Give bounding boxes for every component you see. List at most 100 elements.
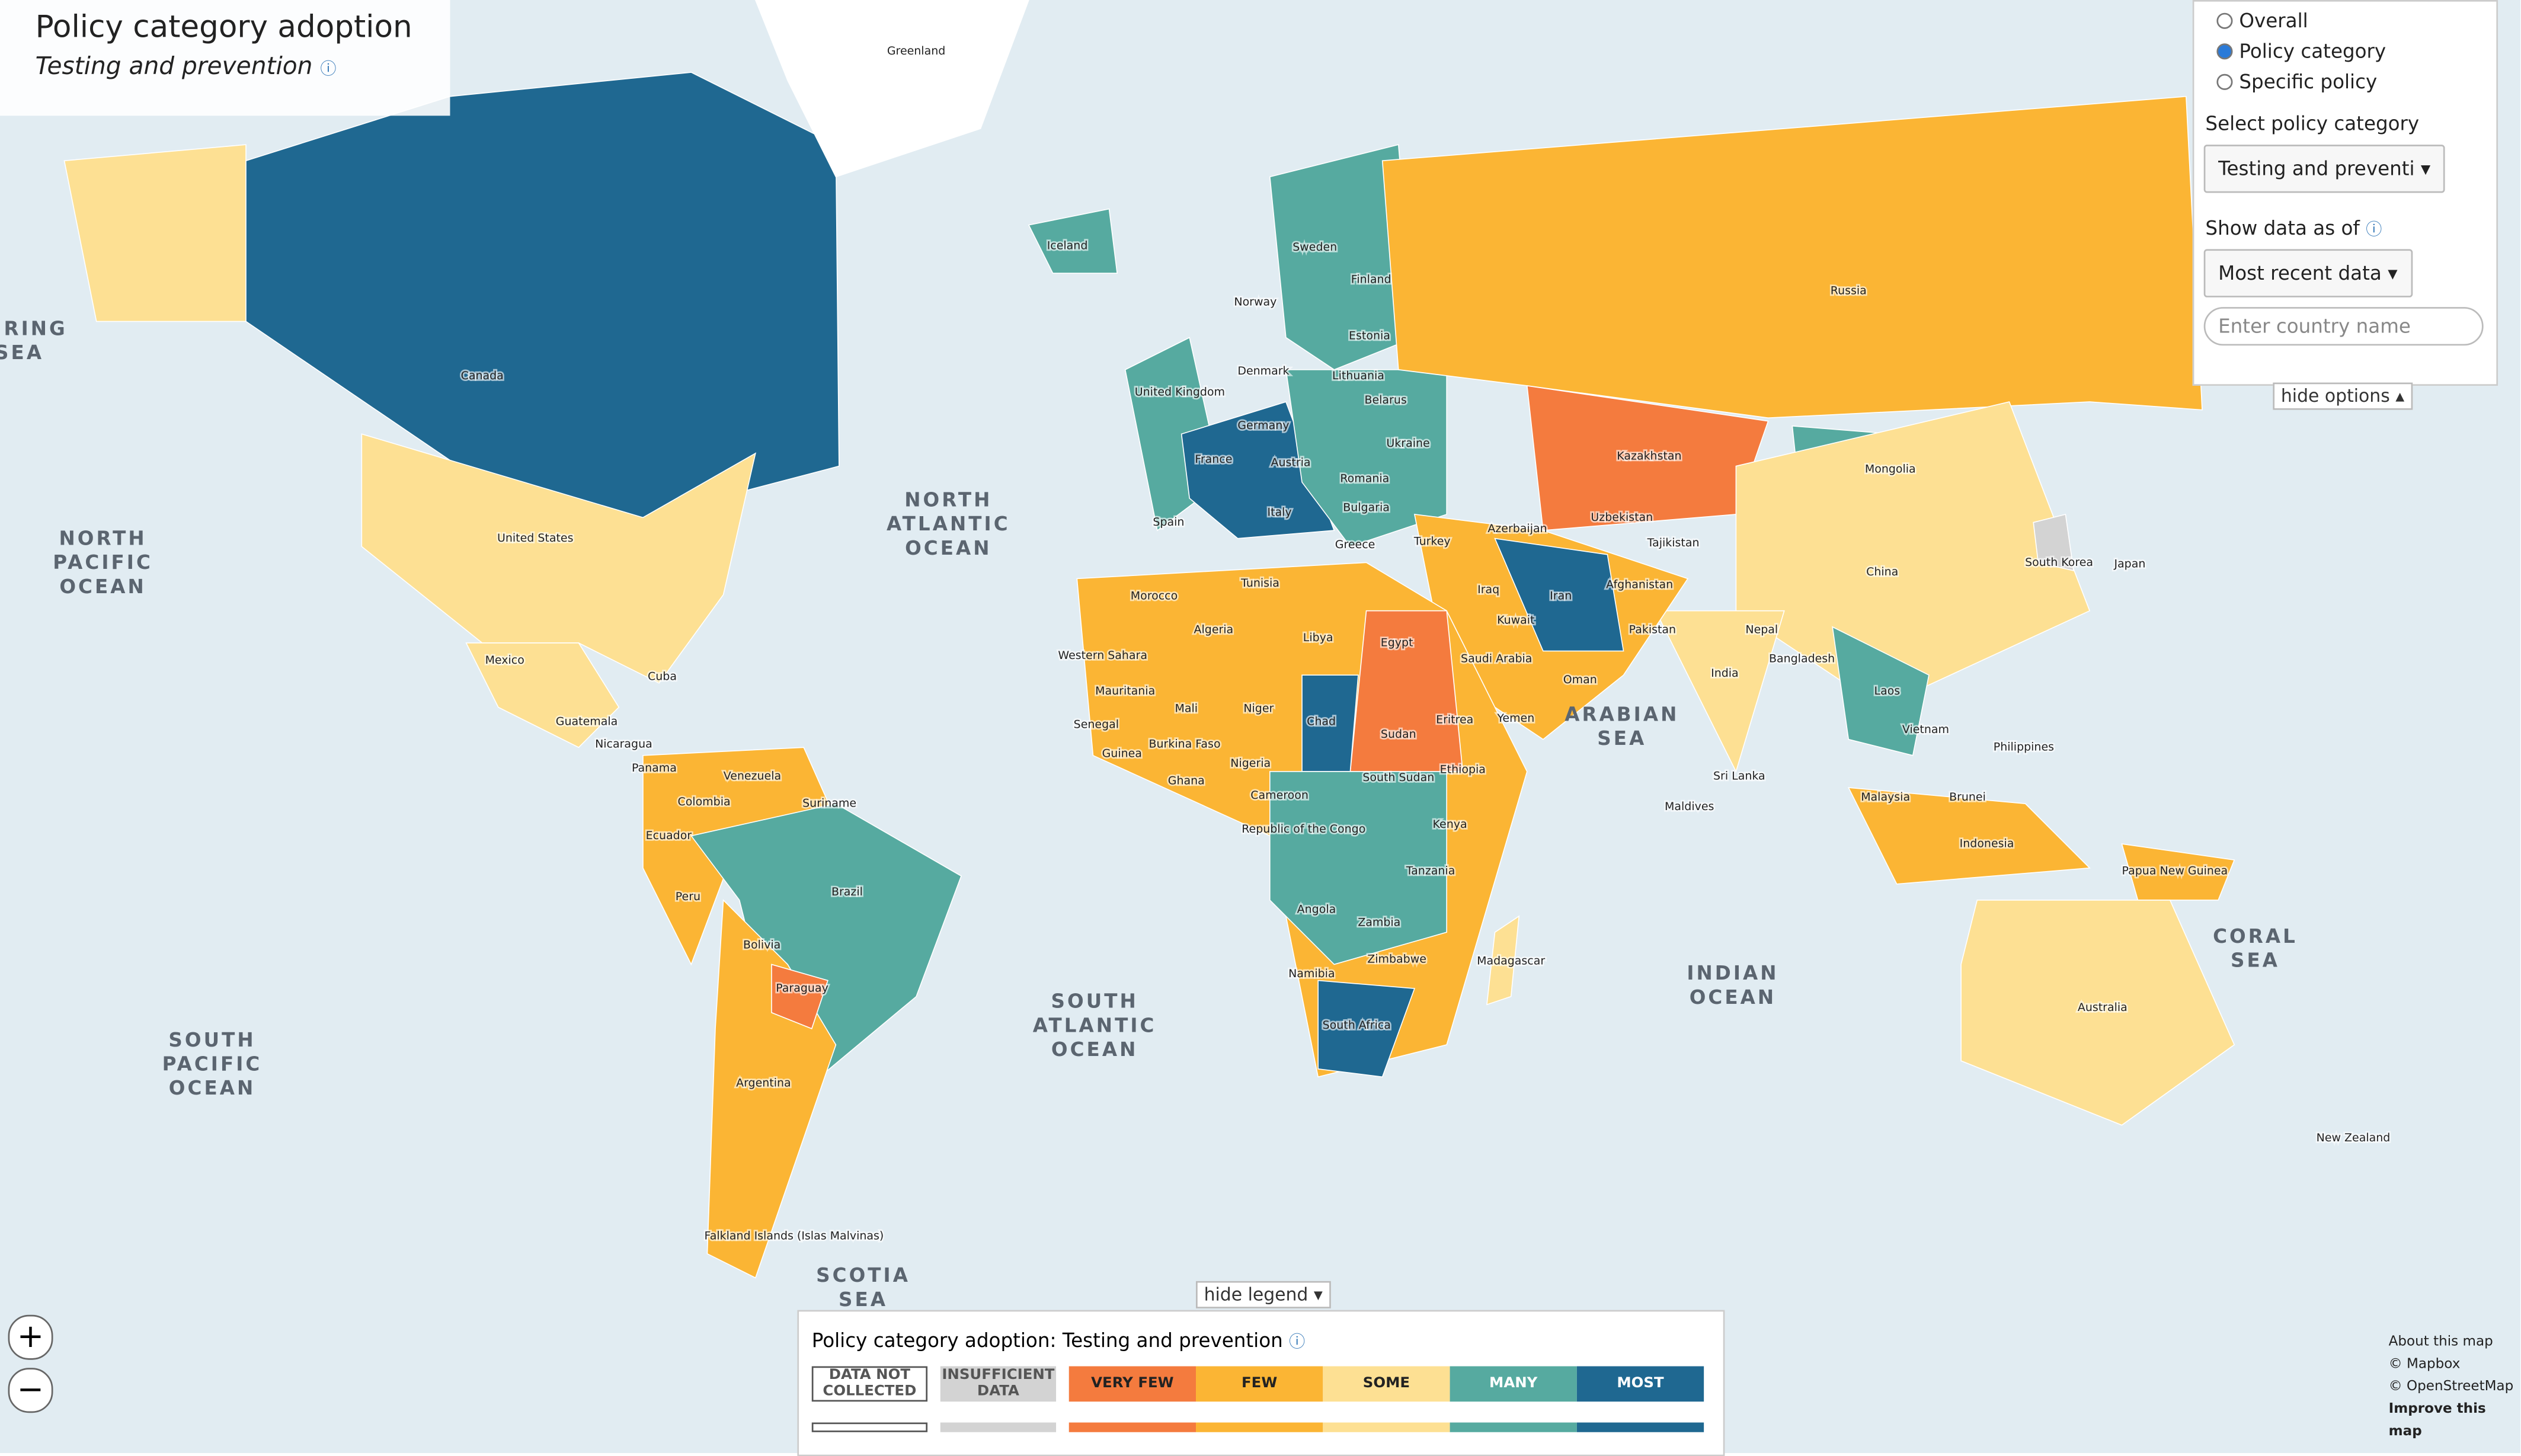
country-label: Tanzania [1406, 865, 1455, 878]
country-label: Senegal [1074, 718, 1119, 731]
country-label: Iran [1550, 590, 1572, 603]
country-label: Sri Lanka [1713, 770, 1765, 783]
date-label: Show data as of ⓘ [2205, 217, 2382, 240]
country-label: Greenland [887, 44, 945, 57]
country-label: Algeria [1194, 623, 1234, 636]
country-label: Greece [1335, 538, 1375, 551]
hide-options[interactable]: hide options ▴ [2273, 382, 2413, 410]
country-label: Afghanistan [1606, 578, 1673, 591]
radio-option[interactable]: Specific policy [2216, 69, 2496, 94]
country-label: United Kingdom [1135, 385, 1225, 398]
country-label: New Zealand [2317, 1131, 2391, 1144]
country-label: Estonia [1349, 329, 1390, 342]
country-label: Suriname [802, 797, 856, 810]
legend-swatch [1196, 1422, 1323, 1432]
country-label: Turkey [1413, 535, 1451, 548]
country-label: Bulgaria [1343, 501, 1390, 514]
country-label: Falkland Islands (Islas Malvinas) [705, 1229, 884, 1242]
country-label: Niger [1243, 702, 1274, 715]
radio-option[interactable]: Policy category [2216, 39, 2496, 63]
country-label: Madagascar [1477, 954, 1545, 967]
ocean-label: BERINGSEA [0, 318, 68, 364]
country-label: Bangladesh [1769, 652, 1835, 665]
legend-item: DATA NOT COLLECTED [811, 1366, 928, 1402]
country-label: Kazakhstan [1617, 450, 1681, 463]
country-label: Cuba [648, 670, 677, 683]
hide-legend[interactable]: hide legend ▾ [1196, 1281, 1331, 1308]
country-label: Eritrea [1436, 713, 1473, 727]
date-select[interactable]: Most recent data ▾ [2203, 249, 2413, 297]
category-select[interactable]: Testing and preventi ▾ [2203, 145, 2445, 193]
country-label: Nicaragua [595, 737, 652, 750]
legend-swatch [940, 1422, 1057, 1432]
landmass [63, 0, 2235, 1279]
attribution-line: Improve this map [2388, 1401, 2486, 1441]
radio-option[interactable]: Overall [2216, 8, 2496, 33]
country-label: Egypt [1381, 636, 1413, 649]
country-label: Papua New Guinea [2122, 865, 2228, 878]
country-label: Colombia [677, 795, 730, 808]
legend-swatch [1576, 1422, 1704, 1432]
country-label: Zambia [1358, 916, 1400, 929]
ocean-label: SOUTH ATLANTIC OCEAN [1033, 990, 1157, 1061]
ocean-label: INDIAN OCEAN [1687, 962, 1778, 1009]
country-label: Libya [1303, 631, 1333, 644]
country-label: Vietnam [1902, 723, 1949, 736]
country-label: Mali [1175, 702, 1198, 715]
country-label: Yemen [1496, 712, 1534, 725]
country-label: Italy [1267, 506, 1291, 519]
attribution-line: About this map [2388, 1334, 2493, 1351]
legend-title-text: Policy category adoption: Testing and pr… [811, 1329, 1283, 1352]
country-label: Ethiopia [1440, 763, 1486, 776]
zoom-out[interactable]: − [8, 1368, 53, 1413]
country-label: Mexico [485, 654, 524, 667]
ocean-label: SCOTIA SEA [816, 1264, 910, 1311]
country-label: Kenya [1433, 818, 1467, 831]
country-label: Japan [2113, 557, 2145, 570]
country-search[interactable]: Enter country name [2203, 307, 2484, 346]
country-label: Brunei [1949, 791, 1986, 804]
legend-item: VERY FEW [1068, 1366, 1196, 1402]
attribution-line: © Mapbox [2388, 1356, 2461, 1373]
legend-item: MANY [1450, 1366, 1577, 1402]
legend-title: Policy category adoption: Testing and pr… [811, 1329, 1306, 1352]
country-label: Namibia [1288, 967, 1335, 980]
country-label: Spain [1153, 516, 1184, 529]
radio-label: Overall [2239, 8, 2308, 31]
country-label: Belarus [1364, 393, 1406, 407]
country-label: Tajikistan [1647, 536, 1700, 549]
country-label: Morocco [1131, 590, 1178, 603]
header: Policy category adoption Testing and pre… [0, 0, 450, 116]
country-label: Sweden [1293, 241, 1337, 254]
date-value: Most recent data [2218, 262, 2382, 285]
country-label: Canada [461, 369, 504, 382]
country-label: United States [497, 532, 573, 545]
ocean-label: SOUTH PACIFIC OCEAN [162, 1029, 263, 1099]
country-label: Zimbabwe [1367, 953, 1426, 966]
country-label: Mauritania [1095, 684, 1155, 697]
date-label-text: Show data as of [2205, 217, 2360, 240]
subtitle-text: Testing and prevention [35, 51, 313, 81]
country-label: Germany [1237, 419, 1289, 432]
country-label: Ghana [1168, 775, 1205, 788]
country-label: Ukraine [1386, 437, 1429, 450]
country-label: Burkina Faso [1149, 737, 1221, 750]
country-label: Republic of the Congo [1242, 823, 1365, 836]
legend-item: INSUFFICIENT DATA [940, 1366, 1057, 1402]
country-label: Nigeria [1230, 757, 1271, 770]
country-label: Indonesia [1960, 837, 2014, 850]
country-label: Venezuela [724, 770, 781, 783]
legend: Policy category adoption: Testing and pr… [797, 1310, 1725, 1456]
radio-label: Policy category [2239, 39, 2386, 62]
country-label: Peru [676, 890, 700, 903]
ocean-label: ARABIAN SEA [1565, 703, 1679, 750]
country-label: Bolivia [743, 938, 780, 951]
attribution-line: © OpenStreetMap [2388, 1379, 2514, 1396]
legend-swatch [811, 1422, 928, 1432]
country-label: Lithuania [1332, 369, 1384, 382]
country-label: Uzbekistan [1591, 511, 1653, 524]
country-label: Philippines [1994, 741, 2054, 754]
zoom-in[interactable]: + [8, 1314, 53, 1360]
legend-item: FEW [1196, 1366, 1323, 1402]
